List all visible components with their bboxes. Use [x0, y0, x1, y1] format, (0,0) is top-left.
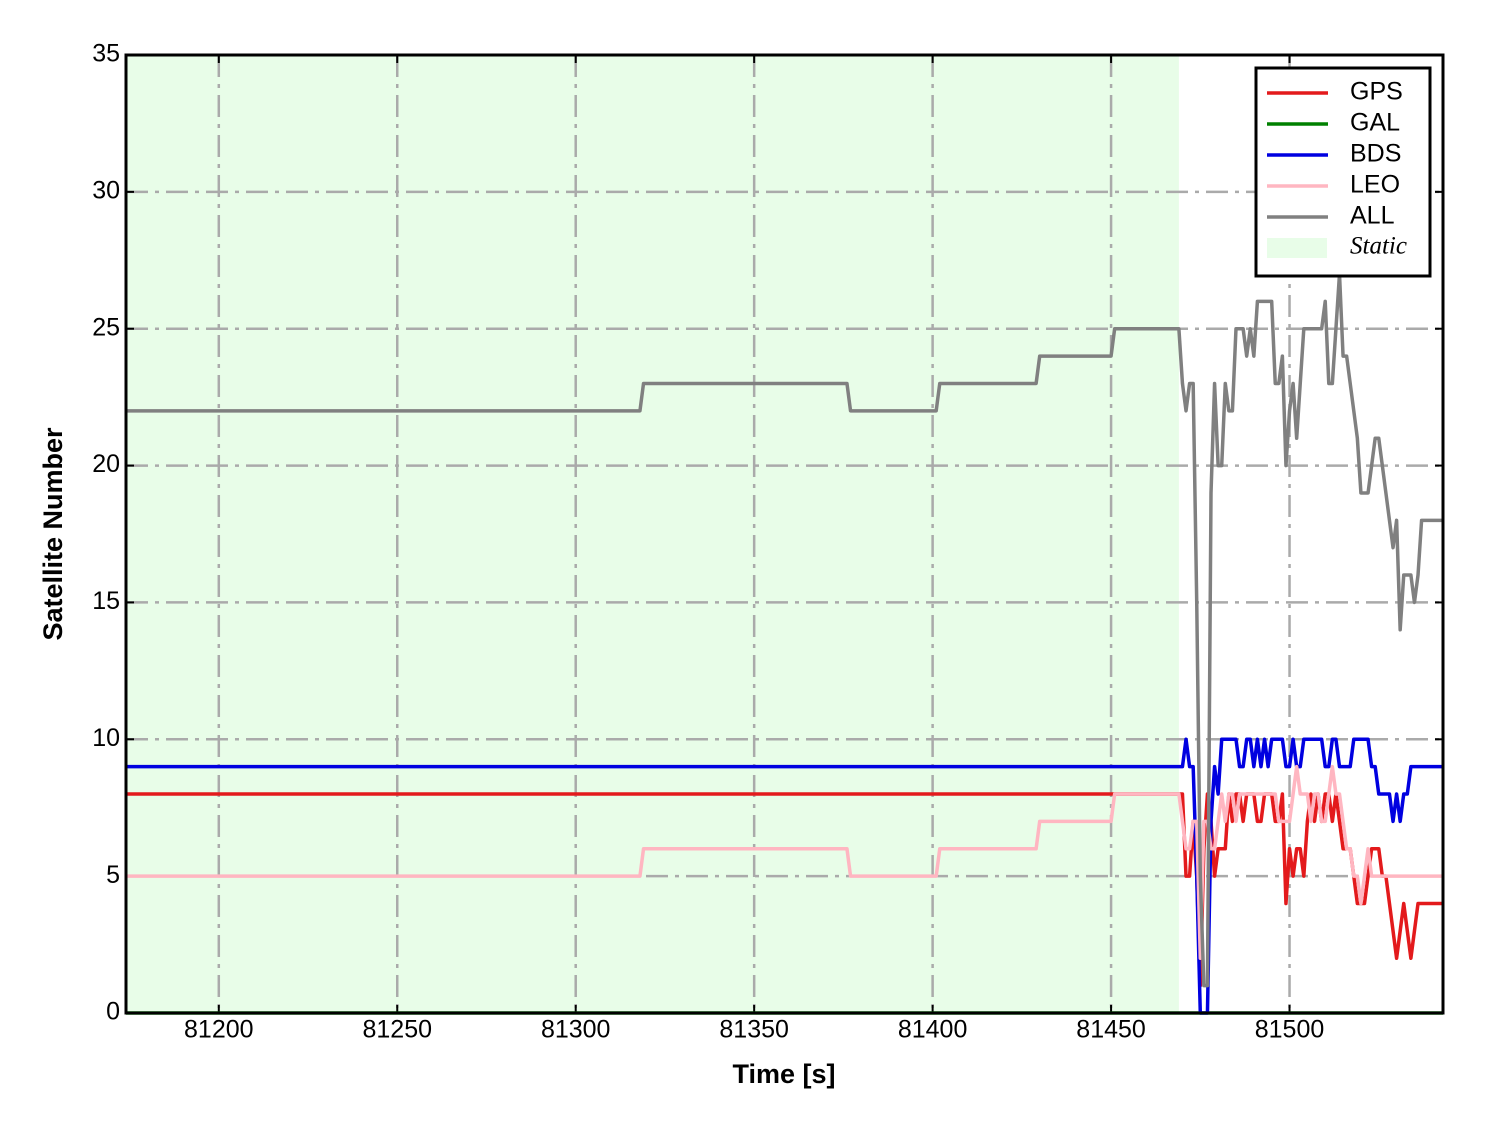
legend-label: ALL: [1350, 202, 1395, 230]
y-tick-label: 30: [92, 176, 120, 204]
x-tick-label: 81500: [1255, 1016, 1325, 1044]
y-tick-label: 10: [92, 724, 120, 752]
y-tick-label: 35: [92, 40, 120, 68]
y-tick-label: 20: [92, 450, 120, 478]
x-tick-label: 81450: [1076, 1016, 1146, 1044]
x-tick-label: 81300: [541, 1016, 611, 1044]
legend: GPS GAL BDS LEO ALL Static: [1254, 66, 1432, 278]
legend-swatch: [1267, 238, 1327, 258]
series-line: [126, 764, 1443, 961]
legend-label: GAL: [1350, 109, 1400, 137]
legend-label: BDS: [1350, 140, 1401, 168]
y-tick-label: 0: [106, 998, 120, 1026]
y-tick-label: 5: [106, 861, 120, 889]
y-tick-label: 15: [92, 587, 120, 615]
y-axis-title: Satellite Number: [38, 427, 68, 641]
series-line: [126, 737, 1443, 1015]
legend-label: GPS: [1350, 78, 1403, 106]
x-tick-label: 81250: [362, 1016, 432, 1044]
shaded-region: [126, 55, 1179, 1013]
x-tick-label: 81400: [898, 1016, 968, 1044]
legend-label: LEO: [1350, 171, 1400, 199]
series-line: [126, 272, 1443, 988]
x-tick-label: 81350: [719, 1016, 789, 1044]
plot-frame: [124, 53, 1445, 1015]
x-tick-label: 81200: [184, 1016, 254, 1044]
y-tick-label: 25: [92, 313, 120, 341]
legend-label: Static: [1350, 233, 1407, 260]
x-axis-title: Time [s]: [732, 1059, 835, 1089]
series-line: [126, 792, 1443, 988]
